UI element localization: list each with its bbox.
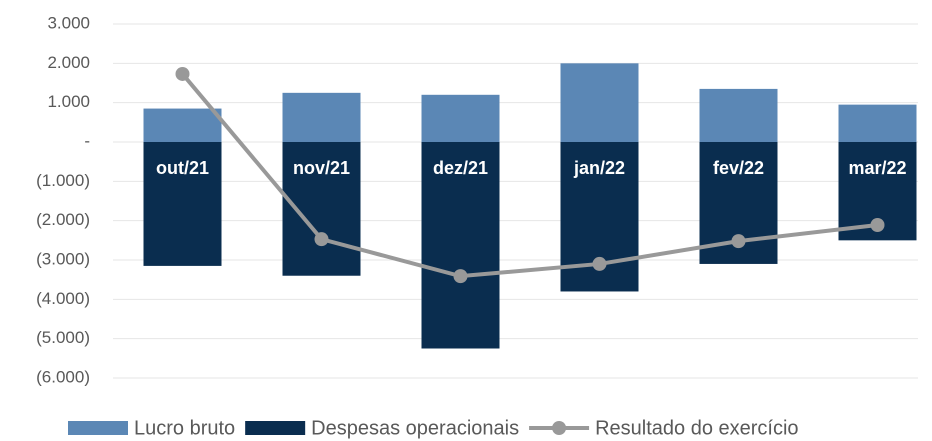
- bar: [143, 108, 222, 142]
- legend-item: Resultado do exercício: [529, 417, 799, 439]
- y-tick-label: (2.000): [36, 210, 90, 229]
- legend-item: Lucro bruto: [68, 417, 235, 439]
- legend-label: Resultado do exercício: [595, 417, 798, 439]
- y-tick-label: (1.000): [36, 171, 90, 190]
- legend-swatch: [552, 421, 567, 435]
- category-label: out/21: [156, 158, 209, 178]
- y-tick-label: 3.000: [47, 13, 90, 32]
- bar: [421, 94, 500, 142]
- y-tick-label: (4.000): [36, 289, 90, 308]
- y-tick-label: 1.000: [47, 92, 90, 111]
- category-label: nov/21: [293, 158, 350, 178]
- y-tick-label: (6.000): [36, 367, 90, 386]
- legend-item: Despesas operacionais: [245, 417, 519, 439]
- line-marker: [870, 217, 885, 232]
- line-marker: [592, 256, 607, 271]
- legend-label: Despesas operacionais: [311, 417, 519, 439]
- line-marker: [453, 269, 468, 284]
- legend-swatch: [245, 421, 306, 435]
- category-label: dez/21: [433, 158, 488, 178]
- line-marker: [314, 232, 329, 247]
- y-tick-label: (3.000): [36, 249, 90, 268]
- bar: [282, 92, 361, 142]
- line-marker: [175, 66, 190, 81]
- bar: [421, 142, 500, 349]
- legend-swatch: [68, 421, 128, 435]
- y-tick-label: (5.000): [36, 328, 90, 347]
- category-label: jan/22: [573, 158, 625, 178]
- bar: [560, 63, 639, 143]
- y-tick-label: -: [84, 131, 90, 150]
- category-label: mar/22: [848, 158, 906, 178]
- bar: [838, 104, 917, 142]
- line: [180, 72, 878, 279]
- bar: [143, 142, 222, 266]
- bar: [699, 88, 778, 142]
- category-label: fev/22: [713, 158, 764, 178]
- legend-label: Lucro bruto: [134, 417, 235, 439]
- y-tick-label: 2.000: [47, 53, 90, 72]
- line-marker: [731, 234, 746, 249]
